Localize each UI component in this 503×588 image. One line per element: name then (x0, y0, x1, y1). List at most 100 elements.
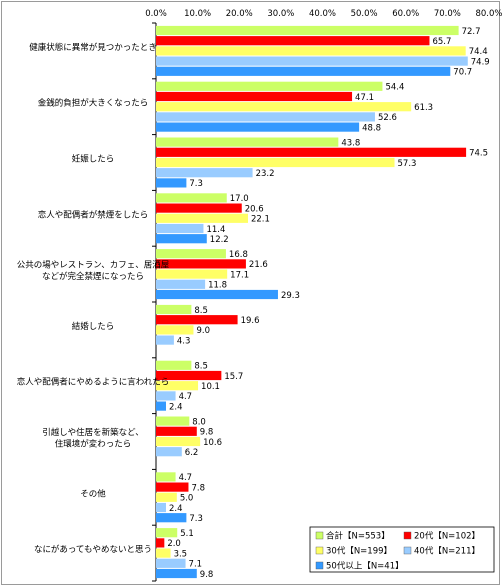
bar (156, 249, 226, 259)
data-label: 5.1 (180, 529, 194, 539)
bar (156, 370, 222, 381)
legend-entry: 50代以上【N=41】 (326, 561, 404, 572)
x-tick-label: 40.0% (309, 9, 336, 19)
bar (156, 178, 187, 188)
data-label: 57.3 (398, 159, 417, 169)
bar (156, 436, 201, 447)
data-label: 9.8 (200, 428, 214, 438)
legend-swatch (315, 546, 324, 555)
data-label: 12.2 (210, 235, 229, 245)
data-label: 4.3 (177, 336, 191, 346)
legend-swatch (403, 546, 412, 555)
category-label: その他 (80, 488, 106, 499)
data-label: 2.0 (167, 539, 181, 549)
bar (156, 502, 166, 513)
data-label: 8.5 (194, 306, 208, 316)
data-label: 23.2 (256, 169, 275, 179)
data-label: 16.8 (229, 250, 248, 260)
bar (156, 46, 466, 56)
bar (156, 568, 197, 579)
data-label: 52.6 (378, 113, 397, 123)
bar (156, 447, 182, 457)
bar (156, 66, 451, 76)
data-label: 7.3 (189, 514, 203, 524)
bar (156, 289, 278, 300)
x-axis-ticks: 0.0% 10.0% 20.0% 30.0% 40.0% 50.0% 60.0% 70.0% 8… (145, 9, 502, 19)
data-label: 61.3 (414, 103, 433, 113)
bar (156, 193, 227, 203)
data-label: 6.2 (185, 448, 199, 458)
bar (156, 335, 174, 345)
bar (156, 147, 467, 157)
x-tick-label: 0.0% (145, 9, 167, 19)
data-label: 9.0 (196, 326, 210, 336)
x-tick-label: 10.0% (184, 9, 211, 19)
data-label: 74.9 (471, 57, 490, 67)
bar (156, 492, 177, 502)
bar (156, 269, 228, 279)
bar (156, 538, 165, 548)
legend-entry: 20代【N=102】 (414, 531, 480, 542)
bar (156, 213, 248, 223)
bar (156, 259, 246, 269)
x-tick-label: 50.0% (351, 9, 378, 19)
bar (156, 325, 194, 335)
bar (156, 81, 383, 91)
data-label: 7.1 (189, 560, 203, 570)
category-label: などが完全禁煙になったら (42, 271, 144, 282)
data-label: 9.8 (200, 570, 214, 580)
category-label: 住環境が変わったら (55, 438, 132, 449)
bar (156, 472, 176, 482)
data-label: 17.1 (230, 270, 249, 280)
data-label: 21.6 (249, 260, 268, 270)
bar (156, 25, 459, 36)
category-label: 金銭的負担が大きくなったら (38, 98, 149, 109)
category-label: 妊娠したら (72, 154, 115, 165)
data-label: 20.6 (245, 204, 264, 214)
data-label: 43.8 (341, 138, 360, 148)
data-label: 10.1 (201, 382, 220, 392)
bar (156, 102, 412, 112)
data-label: 4.7 (179, 392, 193, 402)
bar (156, 381, 199, 391)
legend-box (309, 526, 495, 573)
x-tick-label: 30.0% (267, 9, 294, 19)
bar (156, 112, 375, 122)
bar (156, 122, 360, 132)
category-label: 引越しや住居を新築など、 (42, 427, 144, 438)
bar (156, 513, 187, 523)
category-label: 健康状態に異常が見つかったとき (29, 42, 157, 53)
bar (156, 360, 192, 370)
bar (156, 279, 206, 289)
bar (156, 137, 339, 147)
data-label: 2.4 (169, 402, 183, 412)
x-tick-label: 70.0% (434, 9, 461, 19)
data-label: 19.6 (241, 316, 260, 326)
data-label: 72.7 (462, 27, 481, 37)
legend-entry: 合計【N=553】 (326, 531, 390, 542)
bar (156, 401, 166, 411)
bar (156, 548, 171, 558)
bar (156, 234, 207, 244)
bar (156, 558, 186, 568)
bars: 72.7 65.7 74.474.970.7 54.4 47.1 61.3 52.648.8… (156, 25, 490, 580)
x-tick-label: 60.0% (392, 9, 419, 19)
data-label: 8.5 (194, 362, 208, 372)
x-tick-label: 20.0% (226, 9, 253, 19)
x-tick-label: 80.0% (475, 9, 502, 19)
category-label: なにがあってもやめないと思う (34, 544, 152, 555)
data-label: 65.7 (432, 37, 451, 47)
bar (156, 223, 204, 234)
data-label: 29.3 (281, 291, 300, 301)
category-separators (152, 22, 157, 582)
legend-swatch (403, 531, 412, 540)
data-label: 54.4 (385, 83, 404, 93)
data-label: 7.8 (191, 483, 205, 493)
bar (156, 416, 190, 426)
data-label: 2.4 (169, 504, 183, 514)
legend-entry: 40代【N=211】 (414, 546, 480, 557)
category-label: 恋人や配偶者が禁煙をしたら (38, 209, 149, 220)
bar (156, 315, 238, 325)
data-label: 48.8 (362, 123, 381, 133)
